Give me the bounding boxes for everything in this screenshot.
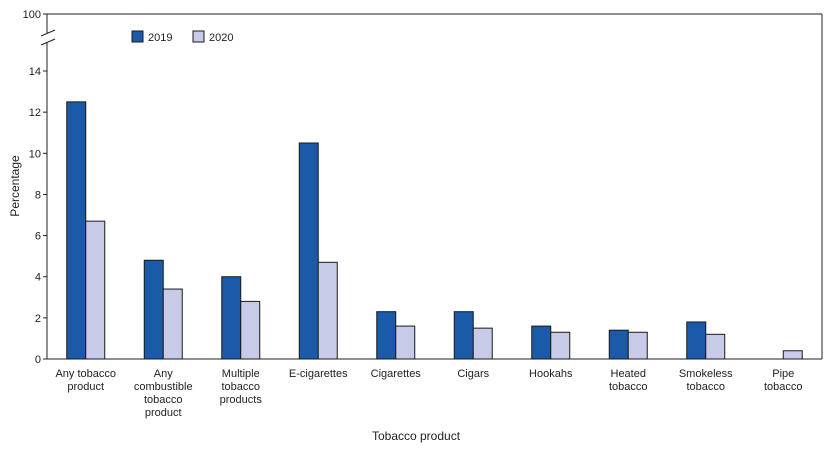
bar-2019 xyxy=(531,325,552,360)
bar-2020 xyxy=(162,288,183,360)
bar-2020 xyxy=(240,300,261,360)
x-tick-label: Any tobacco product xyxy=(55,368,116,393)
axis-break-mark xyxy=(40,38,56,46)
bar-2019 xyxy=(143,259,164,360)
bars xyxy=(66,101,803,360)
x-tick-label: Pipe tobacco xyxy=(764,368,803,393)
bar-2020 xyxy=(395,325,416,360)
legend-swatch-2019 xyxy=(131,30,144,43)
y-tick-label: 10 xyxy=(29,148,41,160)
bar-2020 xyxy=(85,220,106,360)
x-tick-label: E-cigarettes xyxy=(289,368,348,380)
bar-2020 xyxy=(782,350,803,360)
y-axis-title: Percentage xyxy=(8,155,22,217)
legend: 2019 2020 xyxy=(131,30,233,44)
legend-label-2019: 2019 xyxy=(148,32,172,44)
x-tick-label: Heated tobacco xyxy=(609,368,648,393)
y-tick-label: 14 xyxy=(29,66,41,78)
y-tick-label: 4 xyxy=(35,272,41,284)
y-tick-label: 2 xyxy=(35,313,41,325)
bar-2020 xyxy=(317,261,338,360)
y-tick-label: 6 xyxy=(35,231,41,243)
bar-2019 xyxy=(298,142,319,360)
legend-label-2020: 2020 xyxy=(209,32,233,44)
x-axis-title: Tobacco product xyxy=(372,429,461,443)
bar-2019 xyxy=(221,276,242,360)
bar-2020 xyxy=(705,333,726,360)
bar-2019 xyxy=(66,101,87,360)
y-tick-label: 12 xyxy=(29,107,41,119)
bar-2019 xyxy=(376,311,397,360)
x-tick-label: Hookahs xyxy=(529,368,573,380)
bar-2019 xyxy=(608,329,629,360)
x-tick-label: Cigars xyxy=(457,368,489,380)
labels: 0 2 4 6 8 10 12 14 100 Any tobacco product Any combu… xyxy=(23,9,803,419)
axis-break-mark xyxy=(40,29,56,37)
y-tick-label: 0 xyxy=(35,354,41,366)
legend-swatch-2020 xyxy=(192,30,205,43)
bar-2020 xyxy=(472,327,493,360)
bar-2020 xyxy=(550,331,571,360)
bar-2019 xyxy=(686,321,707,360)
y-tick-label: 100 xyxy=(23,9,41,21)
bar-2020 xyxy=(627,331,648,360)
x-tick-label: Smokeless tobacco xyxy=(679,368,733,393)
x-tick-label: Cigarettes xyxy=(371,368,422,380)
x-tick-label: Any combustible tobacco product xyxy=(134,368,193,419)
x-tick-label: Multiple tobacco products xyxy=(220,368,263,406)
y-tick-label: 8 xyxy=(35,189,41,201)
bar-2019 xyxy=(453,311,474,360)
